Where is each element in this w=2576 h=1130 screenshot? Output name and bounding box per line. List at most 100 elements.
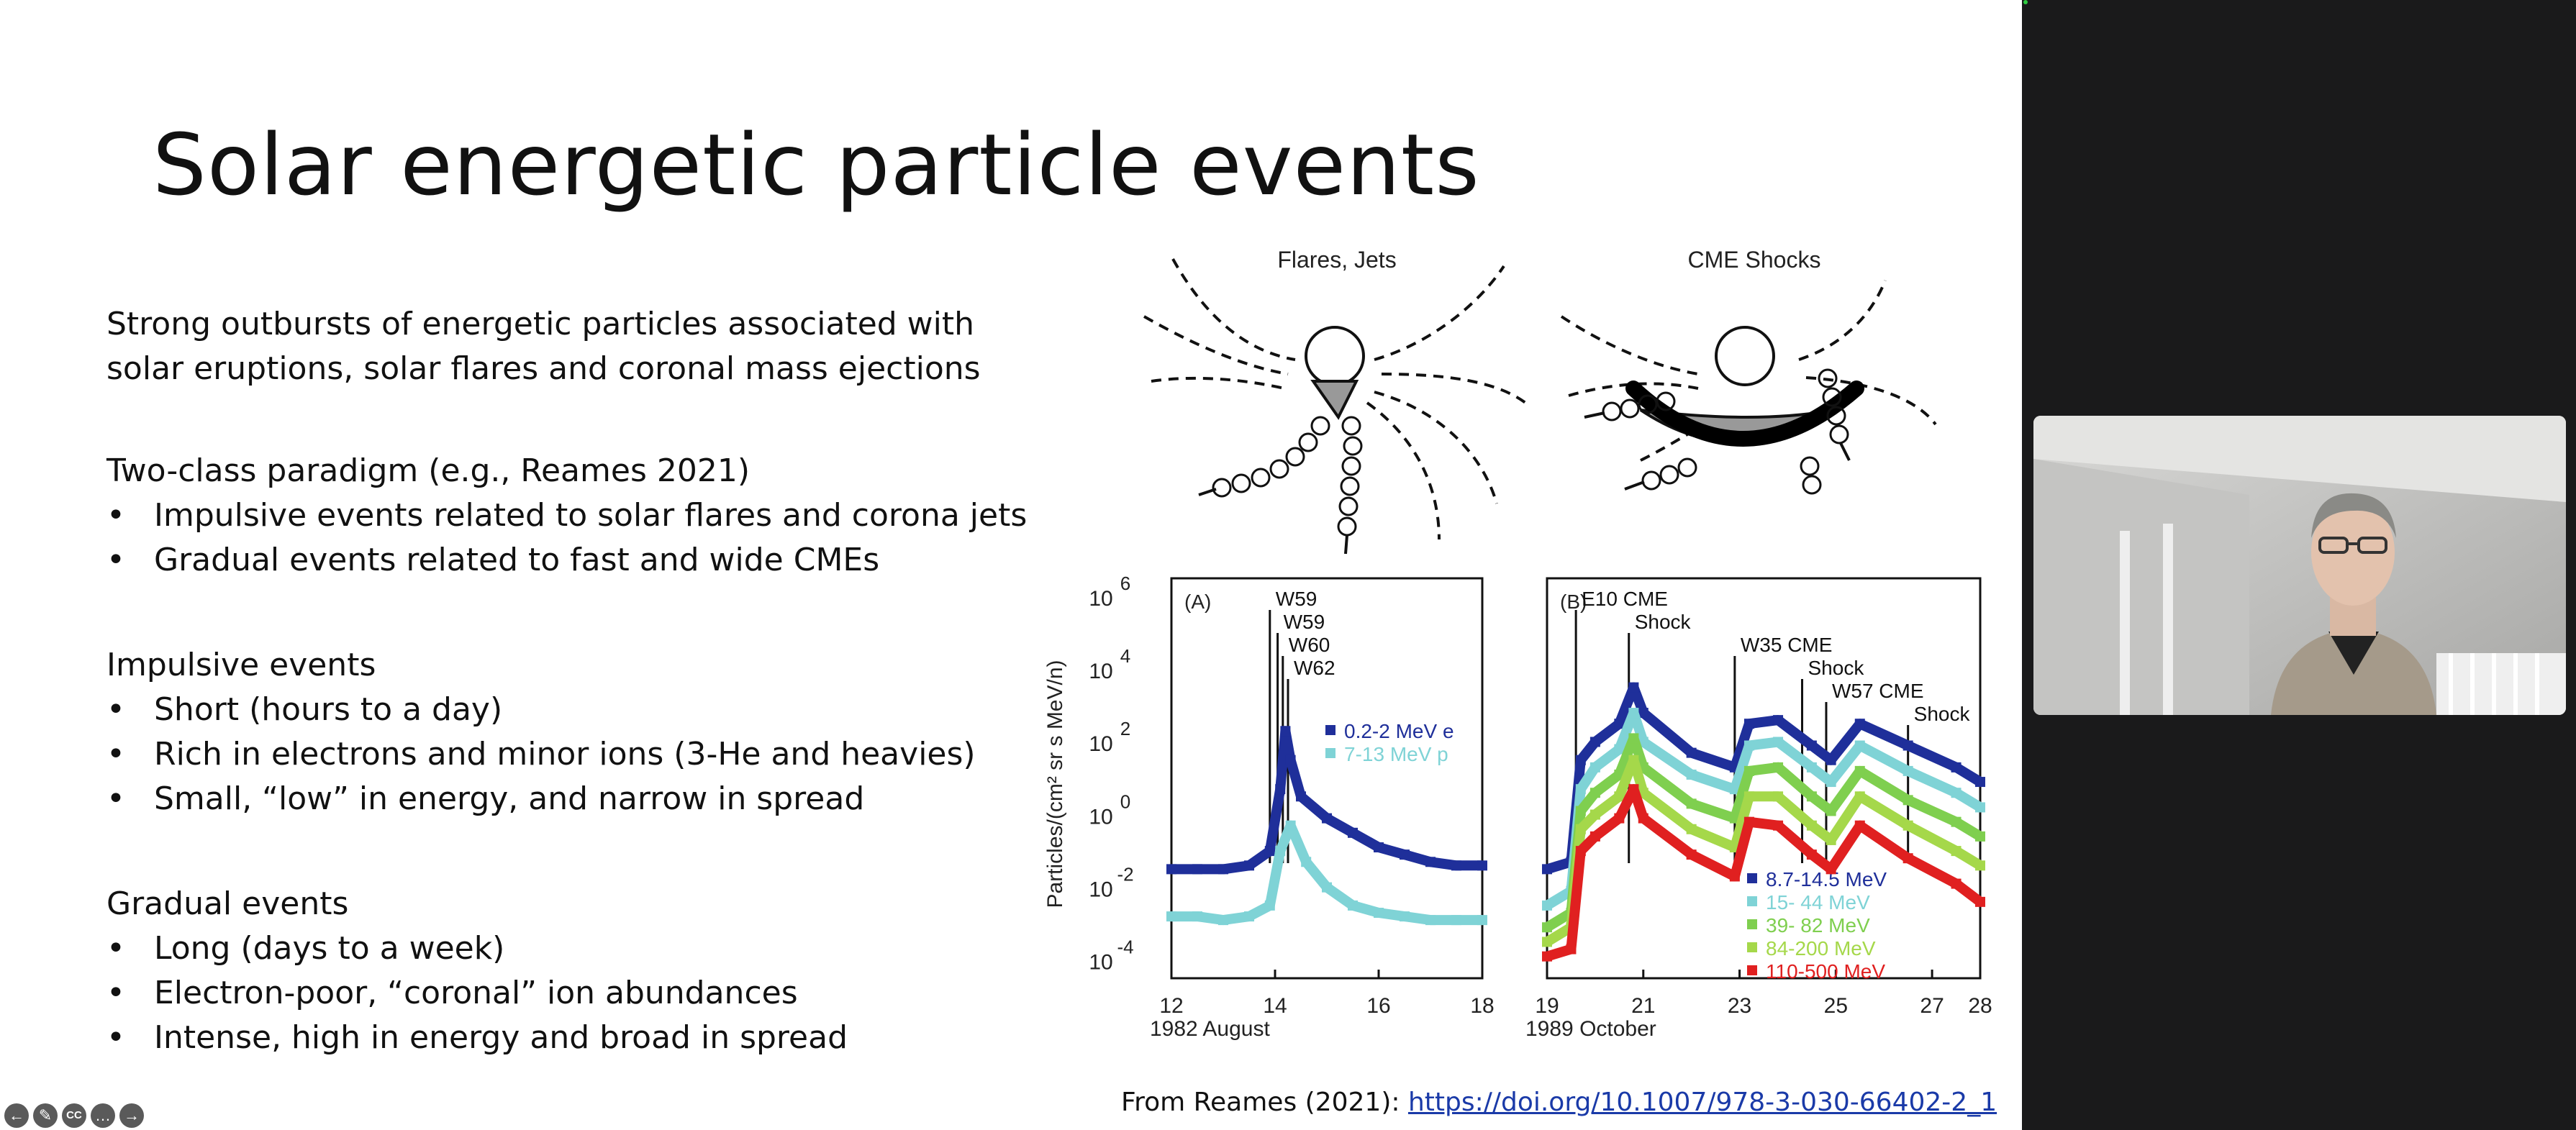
data-point [1854,765,1865,776]
data-point [1628,708,1639,719]
next-icon[interactable]: → [119,1103,144,1128]
data-point [1826,806,1836,816]
legend-marker [1325,748,1335,758]
y-tick-exponent: 6 [1120,573,1130,594]
data-point [1614,719,1625,729]
panel-label: (B) [1560,591,1587,613]
data-point [1729,784,1740,795]
data-point [1589,737,1600,747]
data-point [1743,740,1754,751]
data-point [1575,755,1586,765]
data-point [1628,733,1639,744]
event-annotation: W59 [1284,611,1325,633]
y-tick-exponent: 4 [1120,645,1130,667]
data-point [1451,915,1461,926]
data-point [1686,849,1697,860]
reference: From Reames (2021): https://doi.org/10.1… [1121,1088,1997,1117]
data-point [1773,737,1784,747]
data-point [1628,784,1639,795]
data-point [1477,860,1487,871]
data-point [1542,864,1552,875]
data-point [1729,871,1740,882]
legend-marker [1747,965,1757,975]
data-point [1902,765,1913,776]
data-point [1686,798,1697,809]
data-point [1854,791,1865,802]
data-point [1628,682,1639,693]
data-point [1806,820,1817,831]
data-point [1296,791,1306,802]
intro-line-1: Strong outbursts of energetic particles … [106,306,975,342]
event-annotation: Shock [1635,611,1692,633]
data-point [1854,820,1865,831]
pen-icon[interactable]: ✎ [33,1103,58,1128]
section-heading-gradual: Gradual events [106,885,349,922]
reference-prefix: From Reames (2021): [1121,1088,1408,1117]
data-point [1638,708,1648,719]
more-icon[interactable]: … [91,1103,115,1128]
reference-link[interactable]: https://doi.org/10.1007/978-3-030-66402-… [1407,1088,1997,1117]
data-point [1614,813,1625,824]
data-point [1638,813,1648,824]
event-annotation: W57 CME [1832,680,1924,702]
data-point [1542,937,1552,947]
data-point [1400,849,1410,860]
slide: Solar energetic particle events Strong o… [4,115,1997,1128]
legend-marker [1747,873,1757,883]
y-tick-exponent: -4 [1117,936,1133,957]
data-point [1826,777,1836,788]
data-point [1566,944,1577,954]
slide-toolbar: ← ✎ CC … → [4,1103,144,1128]
prev-icon[interactable]: ← [4,1103,29,1128]
data-point [1826,834,1836,845]
data-point [1425,857,1436,867]
series-line [1545,784,1984,962]
y-tick-label: 10 [1089,950,1112,974]
sep-figure: Flares, Jets CME Sh [1043,247,1992,1041]
event-annotation: E10 CME [1582,588,1668,610]
data-point [1975,831,1985,842]
data-point [1192,864,1202,875]
legend-marker [1325,725,1335,735]
data-point [1218,864,1228,875]
series-line [1171,726,1482,875]
webcam-avatar [2033,416,2566,715]
data-point [1400,911,1410,922]
data-point [1628,755,1639,765]
legend-marker [1747,919,1757,929]
data-point [1743,765,1754,776]
data-point [1773,715,1784,726]
captions-icon[interactable]: CC [62,1103,86,1128]
data-point [1686,769,1697,780]
data-point [1826,755,1836,765]
data-point [1589,831,1600,842]
x-tick-label: 28 [1968,994,1992,1018]
data-point [1826,864,1836,875]
x-tick-label: 14 [1263,994,1287,1018]
data-point [1264,846,1275,857]
data-point [1951,878,1962,889]
data-point [1477,915,1487,926]
y-tick-exponent: 2 [1120,718,1130,739]
data-point [1773,762,1784,773]
data-point [1614,744,1625,755]
data-point [1589,809,1600,820]
data-point [1773,791,1784,802]
x-tick-label: 21 [1631,994,1655,1018]
data-point [1322,813,1332,824]
data-point [1902,740,1913,751]
y-tick-label: 10 [1089,878,1112,901]
data-point [1575,806,1586,816]
data-point [1975,896,1985,907]
webcam-video[interactable] [2033,416,2566,715]
data-point [1806,762,1817,773]
legend-entry: 110-500 MeV [1766,960,1885,983]
data-point [1951,788,1962,798]
data-point [1542,922,1552,933]
x-axis-label: 1989 October [1525,1017,1656,1041]
data-point [1951,816,1962,827]
y-axis-label: Particles/(cm² sr s MeV/n) [1043,660,1067,908]
data-point [1614,791,1625,802]
data-point [1951,762,1962,773]
x-tick-label: 12 [1159,994,1183,1018]
